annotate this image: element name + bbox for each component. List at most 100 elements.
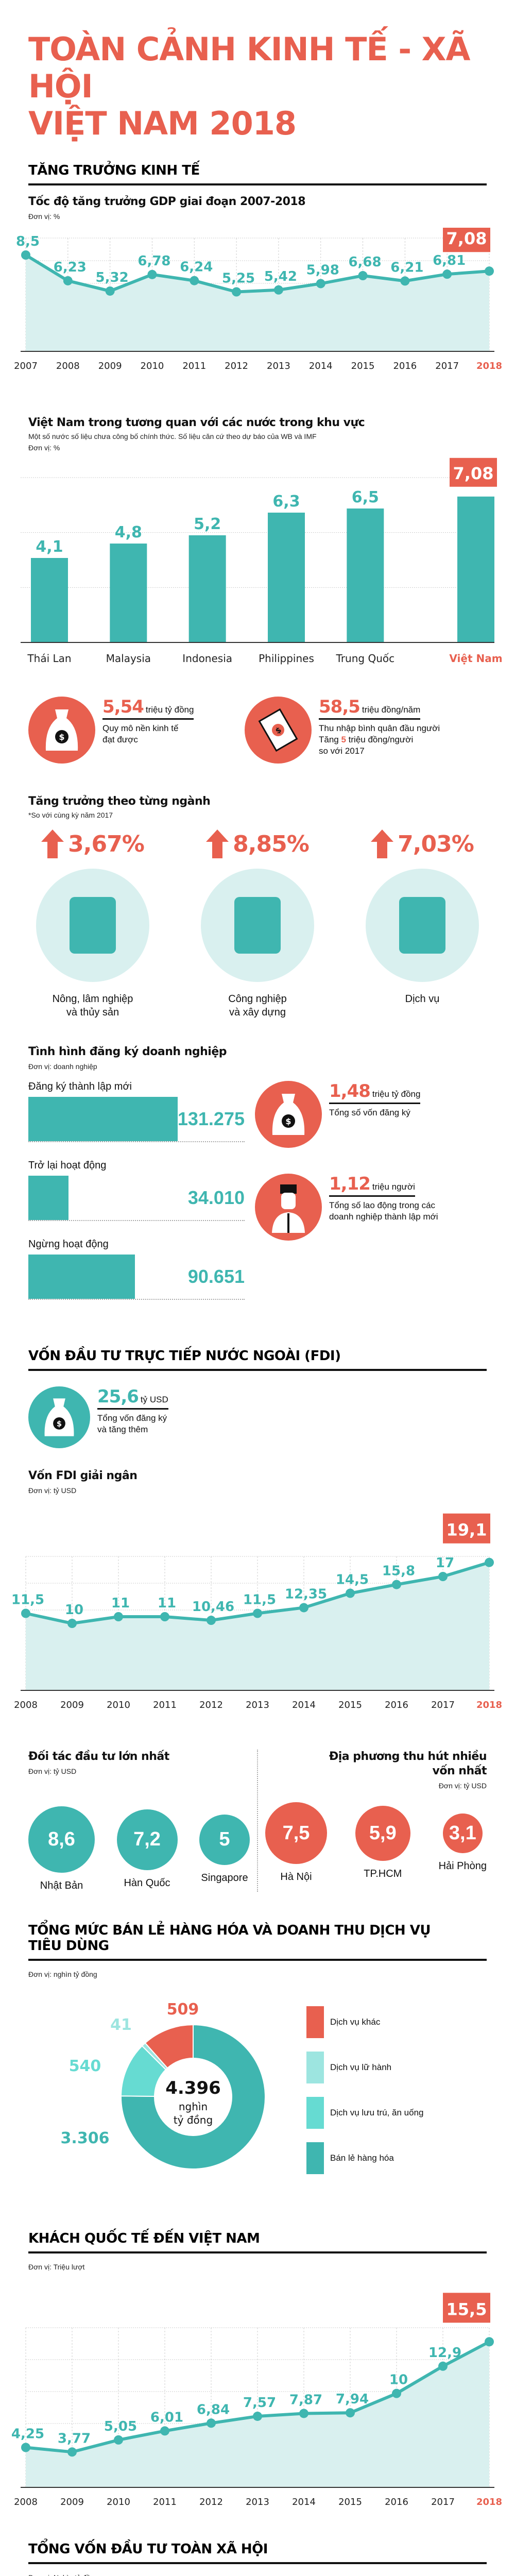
svg-text:2012: 2012 — [225, 361, 248, 371]
divider — [257, 1750, 258, 1892]
page-title: TOÀN CẢNH KINH TẾ - XÃ HỘI VIỆT NAM 2018 — [28, 0, 487, 142]
desc-line: Tổng vốn đăng ký — [97, 1413, 167, 1423]
svg-text:11,5: 11,5 — [11, 1592, 44, 1608]
sector-item: 7,03% Dịch vụ — [358, 829, 487, 1019]
bar-label: Ngừng hoạt động — [28, 1239, 109, 1250]
svg-text:2007: 2007 — [14, 361, 38, 371]
svg-text:12,35: 12,35 — [285, 1586, 327, 1602]
svg-text:6,5: 6,5 — [352, 488, 379, 506]
bubble-label: Nhật Bản — [40, 1880, 83, 1891]
sector-growth-value: 7,03% — [398, 831, 474, 857]
svg-text:2010: 2010 — [141, 361, 164, 371]
fdi-registered-value: 25,6 — [97, 1386, 139, 1407]
svg-text:10: 10 — [389, 2372, 408, 2388]
svg-text:14,5: 14,5 — [336, 1572, 369, 1588]
bubble-value: 7,2 — [116, 1809, 178, 1870]
desc-text: Tăng — [319, 735, 341, 744]
svg-text:7,87: 7,87 — [289, 2392, 322, 2408]
sector-section: Tăng trưởng theo từng ngành *So với cùng… — [0, 794, 515, 1019]
labor-desc: Tổng số lao động trong các doanh nghiệp t… — [329, 1200, 438, 1223]
svg-text:12,9: 12,9 — [428, 2345, 461, 2361]
svg-text:4,1: 4,1 — [36, 538, 63, 556]
svg-text:2014: 2014 — [309, 361, 333, 371]
desc-line: và tăng thêm — [97, 1425, 148, 1434]
arrow-up-icon — [41, 829, 64, 858]
svg-text:2010: 2010 — [107, 2497, 130, 2507]
localities-list: 7,5 Hà Nội 5,9 TP.HCM 3,1 Hải Phòng — [265, 1802, 487, 1883]
investment-section: TỔNG VỐN ĐẦU TƯ TOÀN XÃ HỘI Đơn vị: Nghì… — [0, 2541, 515, 2576]
svg-text:2016: 2016 — [385, 1700, 408, 1710]
desc-line: Tổng số lao động trong các — [329, 1200, 436, 1210]
title-line: TIÊU DÙNG — [28, 1938, 109, 1954]
svg-text:2011: 2011 — [182, 361, 206, 371]
fdi-registered-desc: Tổng vốn đăng ký và tăng thêm — [97, 1413, 168, 1435]
svg-text:5,98: 5,98 — [306, 262, 339, 278]
capital-unit: triệu tỷ đồng — [372, 1089, 421, 1099]
partners-unit: Đơn vị: tỷ USD — [28, 1767, 77, 1775]
svg-text:5,25: 5,25 — [222, 271, 255, 286]
fdi-section: VỐN ĐẦU TƯ TRỰC TIẾP NƯỚC NGOÀI (FDI) $ … — [0, 1348, 515, 1495]
localities-unit: Đơn vị: tỷ USD — [438, 1782, 487, 1790]
fdi-chart-svg: 11,5 2008 10 2009 11 2010 11 2011 10,46 2012 11,5 2… — [11, 1513, 502, 1710]
arrow-up-icon — [206, 829, 229, 858]
svg-text:7,08: 7,08 — [447, 229, 487, 248]
tourism-unit: Đơn vị: Triệu lượt — [28, 2263, 85, 2271]
svg-text:2015: 2015 — [338, 2497, 362, 2507]
svg-text:$: $ — [59, 732, 64, 742]
business-bar-chart: Đăng ký thành lập mới 131.275 Trở lại hoạt… — [28, 1081, 245, 1317]
title-line: vốn nhất — [432, 1765, 487, 1777]
sector-label: Công nghiệp và xây dựng — [228, 993, 287, 1018]
retail-legend: Dịch vụ khác Dịch vụ lữ hành Dịch vụ lưu t… — [306, 2006, 423, 2188]
income-unit: triệu đồng/năm — [362, 705, 421, 715]
svg-text:2018: 2018 — [476, 2497, 502, 2507]
bar-value: 90.651 — [187, 1266, 245, 1287]
legend-item: Bán lẻ hàng hóa — [306, 2142, 423, 2174]
sector-item: 8,85% Công nghiệp và xây dựng — [193, 829, 322, 1019]
svg-text:2012: 2012 — [199, 2497, 223, 2507]
region-chart-title: Việt Nam trong tương quan với các nước t… — [28, 416, 365, 429]
bubble-label: Hà Nội — [280, 1871, 312, 1883]
divider — [28, 2251, 487, 2253]
economy-size-value: 5,54 — [102, 697, 144, 717]
svg-text:2015: 2015 — [351, 361, 375, 371]
svg-text:tỷ đồng: tỷ đồng — [174, 2114, 213, 2126]
svg-text:2017: 2017 — [431, 1700, 455, 1710]
gdp-chart-svg: 8,5 2007 6,23 2008 5,32 2009 6,78 2010 6,24 2011 5… — [14, 222, 502, 371]
bubble-value: 5,9 — [355, 1805, 410, 1861]
businessman-icon — [255, 1174, 322, 1241]
economy-size-desc: Quy mô nền kinh tế đạt được — [102, 723, 194, 745]
svg-text:3.306: 3.306 — [61, 2129, 110, 2147]
section-title-retail: TỔNG MỨC BÁN LẺ HÀNG HÓA VÀ DOANH THU DỊ… — [28, 1923, 487, 1954]
svg-text:2010: 2010 — [107, 1700, 130, 1710]
bubble-item: 5,9 TP.HCM — [355, 1805, 410, 1880]
localities-title: Địa phương thu hút nhiều vốn nhất — [265, 1750, 487, 1778]
legend-item: Dịch vụ khác — [306, 2006, 423, 2038]
svg-text:6,84: 6,84 — [197, 2402, 230, 2417]
svg-text:2011: 2011 — [153, 2497, 177, 2507]
svg-text:17: 17 — [436, 1555, 454, 1571]
desc-line: Quy mô nền kinh tế — [102, 723, 179, 733]
divider — [28, 2562, 487, 2564]
legend-label: Dịch vụ lưu trú, ăn uống — [330, 2108, 424, 2117]
svg-text:2014: 2014 — [292, 1700, 316, 1710]
sector-note: *So với cùng kỳ năm 2017 — [28, 811, 113, 819]
svg-text:6,21: 6,21 — [390, 260, 423, 275]
sector-list: 3,67% Nông, lâm nghiệp và thủy sản 8,85% Côn… — [28, 829, 487, 1019]
bar-label: Trở lại hoạt động — [28, 1160, 107, 1171]
capital-stat: $ 1,48 triệu tỷ đồng Tổng số vốn đăng ký — [255, 1081, 487, 1148]
svg-text:41: 41 — [110, 2016, 132, 2034]
bubble-label: Singapore — [201, 1872, 248, 1884]
svg-text:2017: 2017 — [431, 2497, 455, 2507]
svg-text:6,24: 6,24 — [180, 260, 213, 275]
banknote-icon: $ — [245, 697, 312, 764]
svg-text:5,05: 5,05 — [104, 2419, 137, 2434]
svg-text:3,77: 3,77 — [58, 2431, 91, 2446]
svg-text:15,8: 15,8 — [382, 1564, 415, 1579]
svg-text:5,42: 5,42 — [264, 269, 297, 284]
fdi-line-chart: 11,5 2008 10 2009 11 2010 11 2011 10,46 2012 11,5 2… — [0, 1500, 515, 1719]
desc-text: triệu đồng/người — [346, 735, 414, 744]
bubble-item: 5 Singapore — [199, 1814, 250, 1884]
sector-label: Nông, lâm nghiệp và thủy sản — [52, 993, 133, 1018]
partners-panel: Đối tác đầu tư lớn nhất Đơn vị: tỷ USD 8… — [28, 1750, 250, 1892]
